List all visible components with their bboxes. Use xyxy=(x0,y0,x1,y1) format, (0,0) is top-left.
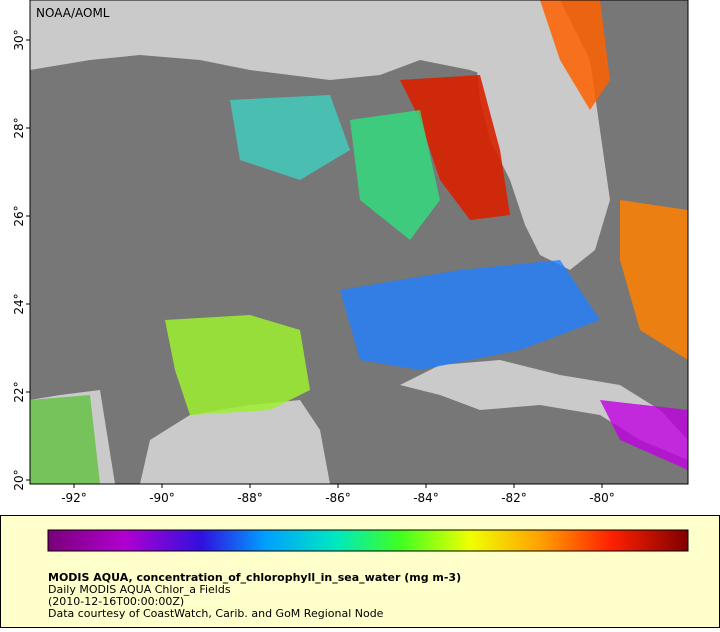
chlorophyll-patch xyxy=(350,110,440,240)
lat-tick-label: 22° xyxy=(12,381,26,402)
panel-subtitle: Daily MODIS AQUA Chlor_a Fields xyxy=(48,583,231,596)
lon-tick-label: -84° xyxy=(413,491,439,505)
map-frame xyxy=(29,0,689,485)
panel-credit: Data courtesy of CoastWatch, Carib. and … xyxy=(48,607,384,620)
info-panel: MODIS AQUA, concentration_of_chlorophyll… xyxy=(0,515,720,628)
map-area: NOAA/AOML xyxy=(29,0,689,485)
land-yucatan xyxy=(140,400,330,484)
lon-tick-label: -86° xyxy=(325,491,351,505)
land-us xyxy=(30,0,540,80)
panel-time: (2010-12-16T00:00:00Z) xyxy=(48,595,184,608)
lon-tick-label: -92° xyxy=(61,491,87,505)
lon-tick-label: -88° xyxy=(237,491,263,505)
chlorophyll-patch xyxy=(30,395,100,484)
colorbar xyxy=(47,529,689,552)
lat-tick-label: 24° xyxy=(12,293,26,314)
chlorophyll-patch xyxy=(620,200,688,360)
land-cuba xyxy=(400,360,688,460)
chlorophyll-patch xyxy=(230,95,350,180)
chlorophyll-patch xyxy=(400,75,510,220)
lat-tick-label: 28° xyxy=(12,117,26,138)
chlorophyll-patch xyxy=(165,315,310,415)
lon-tick-label: -90° xyxy=(149,491,175,505)
lat-tick-label: 26° xyxy=(12,205,26,226)
lon-tick-label: -82° xyxy=(501,491,527,505)
chlorophyll-patch xyxy=(540,0,610,110)
map-label: NOAA/AOML xyxy=(36,6,110,20)
lat-tick-label: 20° xyxy=(12,469,26,490)
panel-title: MODIS AQUA, concentration_of_chlorophyll… xyxy=(48,571,461,584)
chlorophyll-patch xyxy=(600,400,688,470)
chlorophyll-patch xyxy=(340,260,600,370)
lon-tick-label: -80° xyxy=(589,491,615,505)
lat-tick-label: 30° xyxy=(12,29,26,50)
